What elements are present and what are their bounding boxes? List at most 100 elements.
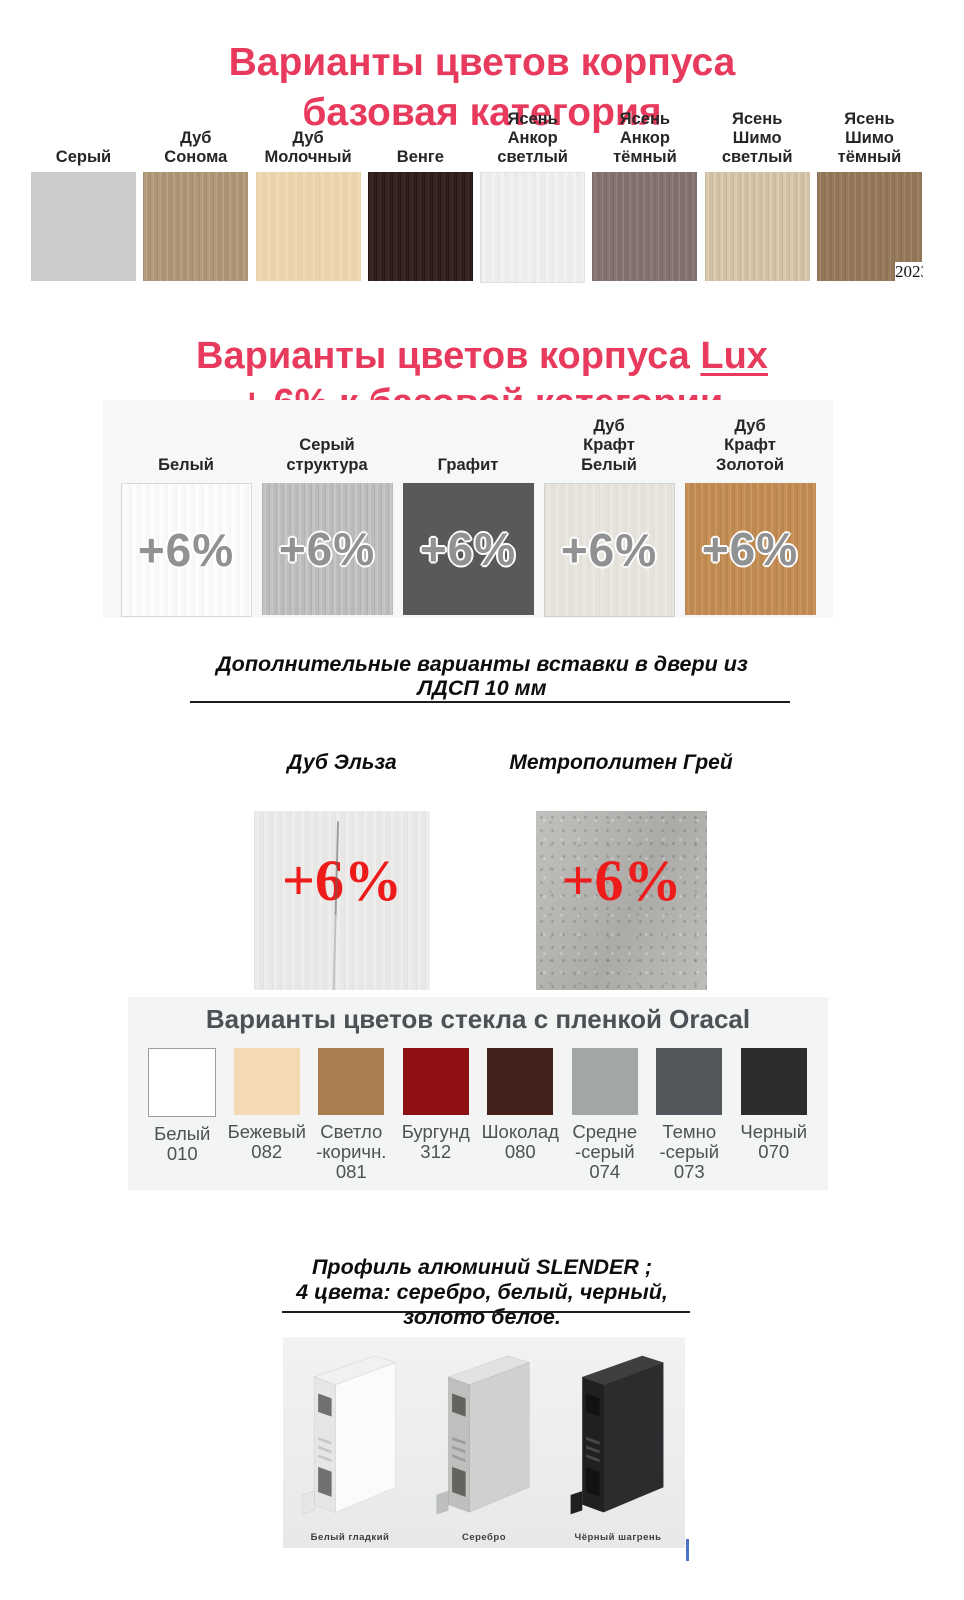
- swatch-label: Дуб Крафт Золотой: [715, 416, 785, 474]
- profile-section-title: Профиль алюминий SLENDER ; 4 цвета: сереб…: [0, 1255, 964, 1330]
- swatch-label: Дуб Сонома: [164, 129, 228, 166]
- swatch-color-chip: [31, 172, 136, 281]
- base-swatch-item: Дуб Сонома: [143, 110, 249, 283]
- lux-swatch-item: Графит +6%: [402, 412, 534, 617]
- profile-caption: Серебро: [461, 1532, 507, 1543]
- divider-line: [282, 1311, 690, 1313]
- swatch-label: Бургунд 312: [401, 1121, 470, 1162]
- oracal-section-title: Варианты цветов стекла с пленкой Oracal: [205, 1004, 751, 1034]
- swatch-color-chip: [367, 172, 473, 281]
- lux-title-word: Lux: [700, 334, 768, 377]
- swatch-color-chip: +6%: [684, 483, 816, 615]
- swatch-label: Графит: [437, 455, 499, 474]
- swatch-color-chip: [255, 172, 361, 281]
- lux-swatch-item: Дуб Крафт Золотой +6%: [684, 412, 816, 617]
- base-swatch-item: Ясень Анкор тёмный: [592, 110, 698, 283]
- oracal-swatch-item: Средне -серый 074: [563, 1048, 648, 1182]
- oracal-swatch-item: Темно -серый 073: [647, 1048, 732, 1182]
- swatch-label: Серый: [55, 148, 112, 166]
- swatch-color-chip: +6%: [261, 483, 393, 615]
- aluminum-profile-illustration: [302, 1355, 397, 1515]
- profile-item: Серебро: [419, 1337, 549, 1548]
- surcharge-badge: +6%: [278, 523, 376, 575]
- oracal-panel: Варианты цветов стекла с пленкой Oracal …: [128, 997, 828, 1190]
- swatch-label: Ясень Анкор светлый: [497, 110, 568, 166]
- surcharge-red-badge: +6%: [281, 848, 403, 913]
- ldsp-swatch-chip: +6%: [254, 811, 430, 990]
- base-title-line1: Варианты цветов корпуса: [228, 41, 736, 85]
- text-cursor[interactable]: [686, 1539, 689, 1561]
- oracal-swatch-item: Белый 010: [140, 1048, 225, 1182]
- lux-title-pre: Варианты цветов корпуса: [196, 334, 701, 377]
- base-swatch-item: Ясень Шимо светлый: [704, 110, 810, 283]
- swatch-color-chip: +6%: [402, 483, 534, 615]
- swatch-color-chip: [571, 1048, 638, 1115]
- swatch-color-chip: [402, 1048, 469, 1115]
- aluminum-profile-illustration: [570, 1355, 665, 1515]
- profile-item: Белый гладкий: [285, 1337, 415, 1548]
- base-swatch-item: Венге: [367, 110, 473, 283]
- swatch-color-chip: [480, 172, 586, 283]
- surcharge-badge: +6%: [419, 523, 517, 575]
- swatch-label: Шоколад 080: [481, 1121, 559, 1162]
- ldsp-swatch-chip: +6%: [536, 811, 707, 990]
- profile-photo: Белый гладкий Серебро: [283, 1337, 685, 1548]
- base-swatch-item: Ясень Анкор светлый: [480, 110, 586, 283]
- lux-swatch-item: Дуб Крафт Белый +6%: [543, 412, 675, 617]
- swatch-label: Темно -серый 073: [659, 1121, 720, 1182]
- swatch-label: Венге: [396, 148, 444, 166]
- oracal-swatch-grid: Белый 010 Бежевый 082 Светло -коричн. 08…: [140, 1048, 816, 1182]
- oracal-swatch-item: Светло -коричн. 081: [309, 1048, 394, 1182]
- swatch-color-chip: +6%: [543, 483, 675, 617]
- swatch-label: Белый: [158, 455, 214, 474]
- profile-title-line2: 4 цвета: серебро, белый, черный,: [296, 1279, 668, 1304]
- swatch-label: Черный 070: [740, 1121, 808, 1162]
- oracal-swatch-item: Бежевый 082: [225, 1048, 310, 1182]
- oracal-swatch-item: Шоколад 080: [478, 1048, 563, 1182]
- ldsp-title-line1: Дополнительные варианты вставки в двери …: [216, 651, 748, 676]
- oracal-swatch-item: Бургунд 312: [394, 1048, 479, 1182]
- ldsp-swatch-label: Дуб Эльза: [287, 751, 397, 774]
- ldsp-swatch-label: Метрополитен Грей: [509, 751, 733, 774]
- swatch-color-chip: [148, 1048, 217, 1117]
- base-swatch-item: Ясень Шимо тёмный: [816, 110, 922, 283]
- swatch-label: Светло -коричн. 081: [316, 1121, 387, 1182]
- swatch-label: Ясень Анкор тёмный: [613, 110, 677, 166]
- swatch-color-chip: [487, 1048, 554, 1115]
- swatch-color-chip: [704, 172, 810, 281]
- profile-item: Чёрный шагрень: [553, 1337, 683, 1548]
- base-swatch-item: Серый: [31, 110, 136, 283]
- swatch-label: Белый 010: [154, 1123, 211, 1164]
- swatch-color-chip: +6%: [120, 483, 252, 617]
- base-swatch-grid: Серый Дуб Сонома Дуб Молочный Венге Ясен…: [31, 110, 922, 283]
- surcharge-badge: +6%: [560, 524, 658, 576]
- base-swatch-item: Дуб Молочный: [255, 110, 361, 283]
- swatch-color-chip: [233, 1048, 300, 1115]
- lux-swatch-item: Белый +6%: [120, 412, 252, 617]
- year-watermark: 2023: [895, 262, 923, 281]
- ldsp-title-line2: ЛДСП 10 мм: [417, 675, 547, 700]
- divider-line: [190, 701, 790, 703]
- swatch-label: Средне -серый 074: [572, 1121, 638, 1182]
- base-title-line2: базовая категория: [302, 91, 662, 135]
- swatch-label: Дуб Крафт Белый: [581, 416, 637, 474]
- swatch-color-chip: [740, 1048, 807, 1115]
- swatch-color-chip: [143, 172, 249, 281]
- ldsp-section-title: Дополнительные варианты вставки в двери …: [0, 652, 964, 700]
- lux-swatch-grid: Белый +6% Серый структура +6% Графит +6: [103, 400, 833, 617]
- lux-panel: Белый +6% Серый структура +6% Графит +6: [103, 400, 833, 618]
- lux-section-title: Варианты цветов корпуса Lux+ 6% к базово…: [0, 333, 964, 427]
- profile-title-line3: золото белое.: [403, 1304, 561, 1329]
- profile-title-line1: Профиль алюминий SLENDER ;: [311, 1254, 653, 1279]
- swatch-label: Ясень Шимо тёмный: [837, 110, 902, 166]
- swatch-label: Бежевый 082: [227, 1121, 306, 1162]
- swatch-label: Дуб Молочный: [264, 129, 352, 166]
- aluminum-profile-illustration: [436, 1355, 531, 1515]
- lux-swatch-item: Серый структура +6%: [261, 412, 393, 617]
- surcharge-red-badge: +6%: [561, 848, 682, 913]
- surcharge-badge: +6%: [701, 523, 799, 575]
- profile-caption: Чёрный шагрень: [574, 1532, 662, 1543]
- swatch-color-chip: [656, 1048, 723, 1115]
- oracal-swatch-item: Черный 070: [732, 1048, 817, 1182]
